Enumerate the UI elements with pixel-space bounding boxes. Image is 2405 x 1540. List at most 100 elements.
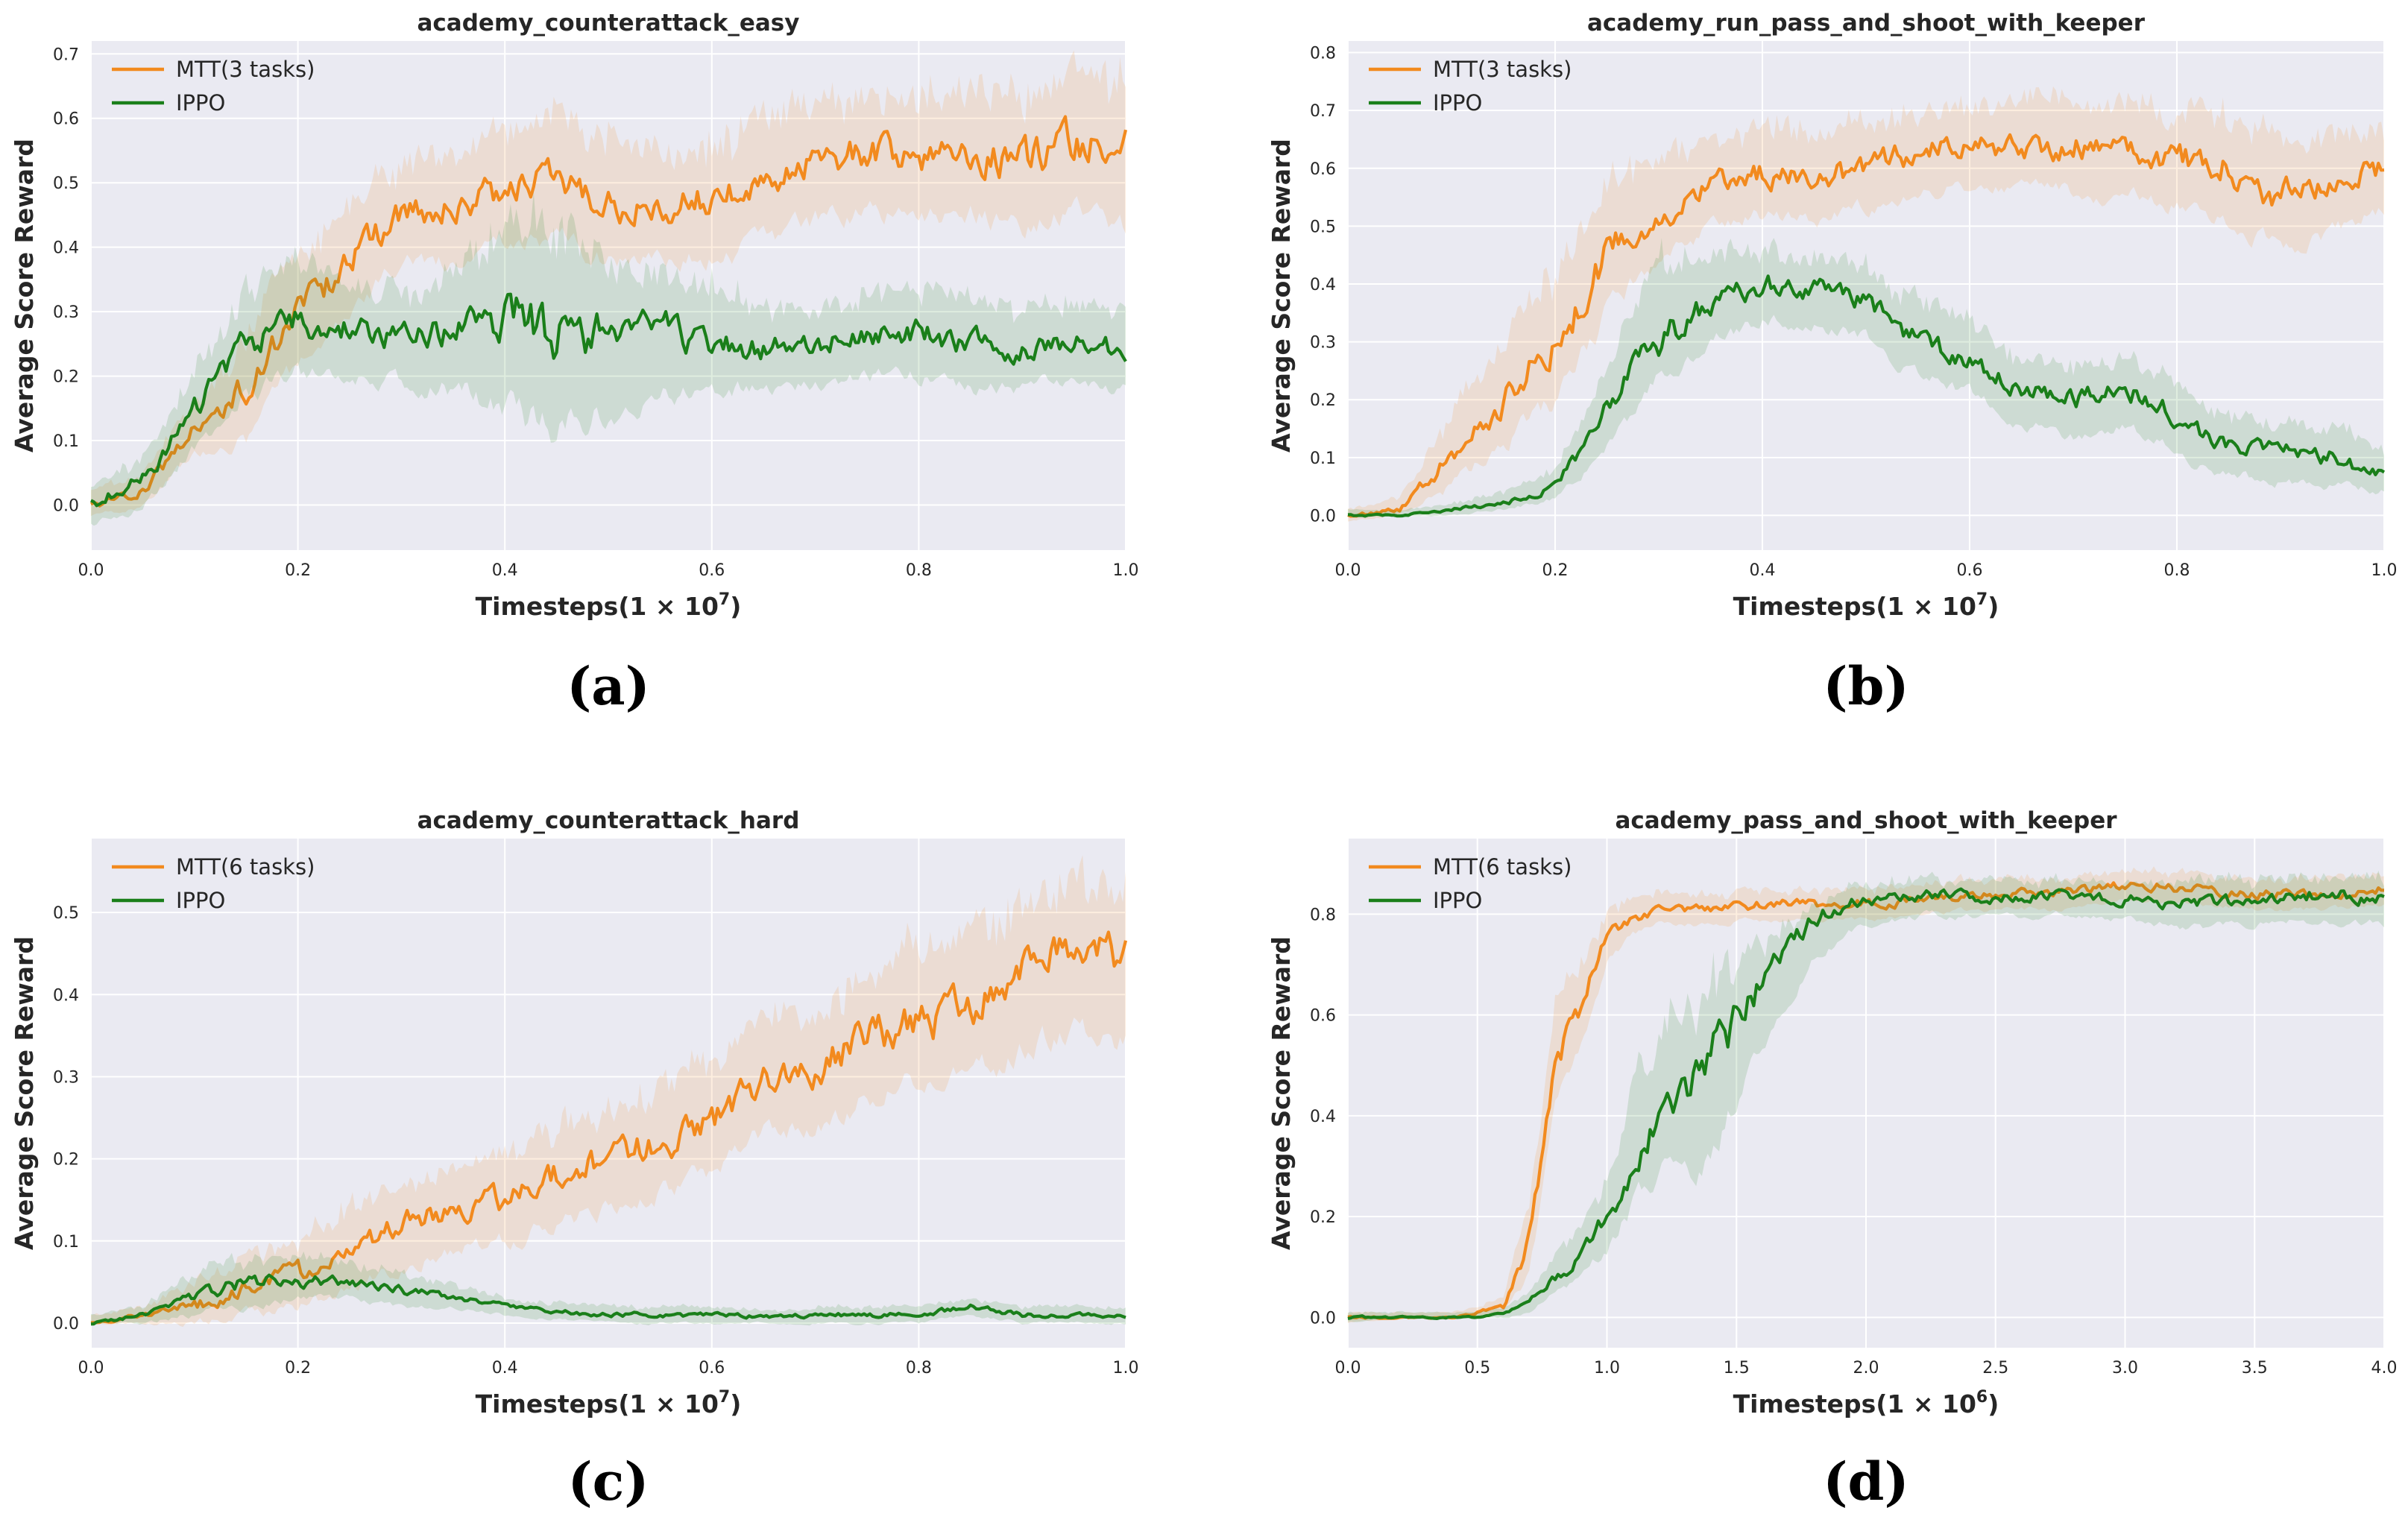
plot-area [91,41,1126,550]
series-band-ippo [1348,238,2384,517]
y-tick-label: 0.8 [1310,45,1336,63]
x-tick-label: 0.5 [1464,1359,1490,1378]
y-tick-label: 0.6 [1310,160,1336,179]
series-band-mtt [1348,866,2384,1324]
x-tick-label: 4.0 [2371,1359,2398,1378]
series-line-ippo [90,292,1127,508]
x-tick-label: 0.4 [492,1359,518,1378]
y-tick-label: 0.4 [1310,1108,1336,1126]
x-tick-label: 0.0 [78,561,104,580]
series-band-ippo [91,191,1126,526]
x-tick-label: 0.4 [1750,561,1776,580]
y-tick-label: 0.3 [53,303,79,322]
panel-label: (d) [1823,1451,1908,1512]
x-axis-label: Timesteps(1 × 106) [1733,1388,1999,1418]
legend-label-ippo: IPPO [1433,90,1482,116]
x-tick-label: 0.6 [699,1359,725,1378]
y-tick-label: 0.6 [53,110,79,129]
y-tick-label: 0.2 [53,1151,79,1170]
legend-label-mtt: MTT(3 tasks) [176,57,315,82]
plot-area [1348,41,2384,550]
series-band-ippo [1348,870,2384,1322]
series-line-ippo [1347,887,2385,1321]
legend-label-ippo: IPPO [176,888,225,913]
y-tick-label: 0.4 [53,239,79,258]
x-tick-label: 0.2 [285,1359,311,1378]
legend: MTT(6 tasks) IPPO [112,854,315,913]
x-tick-label: 3.0 [2112,1359,2138,1378]
x-tick-label: 1.0 [2371,561,2398,580]
y-tick-label: 0.0 [1310,1309,1336,1328]
x-tick-label: 2.0 [1853,1359,1879,1378]
x-tick-label: 0.0 [1335,561,1361,580]
x-tick-label: 1.0 [1113,561,1139,580]
series-band-ippo [91,1252,1126,1326]
y-tick-label: 0.7 [53,45,79,64]
panel-label: (c) [568,1451,649,1512]
legend-label-mtt: MTT(6 tasks) [1433,854,1572,880]
chart-title: academy_run_pass_and_shoot_with_keeper [1587,10,2146,37]
x-axis-label: Timesteps(1 × 107) [476,590,742,621]
x-tick-label: 0.8 [2164,561,2190,580]
chart-title: academy_counterattack_easy [417,10,800,37]
y-tick-label: 0.5 [53,904,79,923]
legend: MTT(3 tasks) IPPO [1369,57,1572,116]
y-tick-label: 0.2 [53,368,79,387]
legend-label-ippo: IPPO [176,90,225,116]
legend: MTT(6 tasks) IPPO [1369,854,1572,913]
x-tick-label: 0.6 [1957,561,1983,580]
x-tick-label: 3.5 [2242,1359,2268,1378]
y-tick-label: 0.4 [53,986,79,1005]
y-tick-label: 0.1 [1310,449,1336,468]
y-tick-label: 0.0 [53,496,79,515]
x-tick-label: 0.0 [1335,1359,1361,1378]
y-axis-label: Average Score Reward [10,936,39,1250]
series-line-ippo [1347,274,2386,518]
y-tick-label: 0.2 [1310,391,1336,410]
chart-panel-3: academy_counterattack_hard 0.0 0.2 0.4 0.6 0.… [10,807,1139,1512]
x-tick-label: 2.5 [1982,1359,2008,1378]
y-tick-label: 0.0 [1310,507,1336,526]
y-tick-label: 0.7 [1310,102,1336,121]
panel-label: (b) [1823,655,1908,717]
y-axis-label: Average Score Reward [10,139,39,452]
y-tick-label: 0.2 [1310,1208,1336,1227]
series-line-mtt [1347,133,2385,518]
x-tick-label: 0.6 [699,561,725,580]
series-line-ippo [90,1273,1126,1326]
legend-label-mtt: MTT(3 tasks) [1433,57,1572,82]
x-tick-label: 0.0 [78,1359,104,1378]
y-tick-label: 0.4 [1310,276,1336,294]
x-tick-label: 1.5 [1724,1359,1750,1378]
y-tick-label: 0.5 [1310,218,1336,236]
series-band-mtt [91,855,1126,1328]
series-band-mtt [1348,86,2384,522]
x-tick-label: 1.0 [1113,1359,1139,1378]
series-line-mtt [90,115,1128,508]
x-tick-label: 0.8 [906,561,932,580]
x-axis-label: Timesteps(1 × 107) [476,1388,742,1418]
y-tick-label: 0.5 [53,174,79,193]
y-tick-label: 0.1 [53,1233,79,1252]
chart-title: academy_pass_and_shoot_with_keeper [1615,807,2117,834]
y-tick-label: 0.3 [1310,334,1336,353]
x-tick-label: 0.2 [285,561,311,580]
x-axis-label: Timesteps(1 × 107) [1733,590,1999,621]
panel-label: (a) [567,655,650,717]
chart-panel-2: academy_run_pass_and_shoot_with_keeper 0.… [1267,10,2398,717]
plot-area [91,839,1126,1348]
y-tick-label: 0.1 [53,432,79,451]
chart-panel-1: academy_counterattack_easy 0.0 0.2 0.4 0.6 0.… [10,10,1139,717]
x-tick-label: 0.8 [906,1359,932,1378]
chart-panel-4: academy_pass_and_shoot_with_keeper 0.0 0.5… [1267,807,2398,1512]
x-tick-label: 1.0 [1594,1359,1620,1378]
y-tick-label: 0.8 [1310,906,1336,924]
y-tick-label: 0.6 [1310,1007,1336,1026]
legend-label-ippo: IPPO [1433,888,1482,913]
y-tick-label: 0.0 [53,1315,79,1334]
series-band-mtt [91,50,1126,517]
y-axis-label: Average Score Reward [1267,139,1296,452]
x-tick-label: 0.2 [1542,561,1569,580]
y-tick-label: 0.3 [53,1068,79,1087]
